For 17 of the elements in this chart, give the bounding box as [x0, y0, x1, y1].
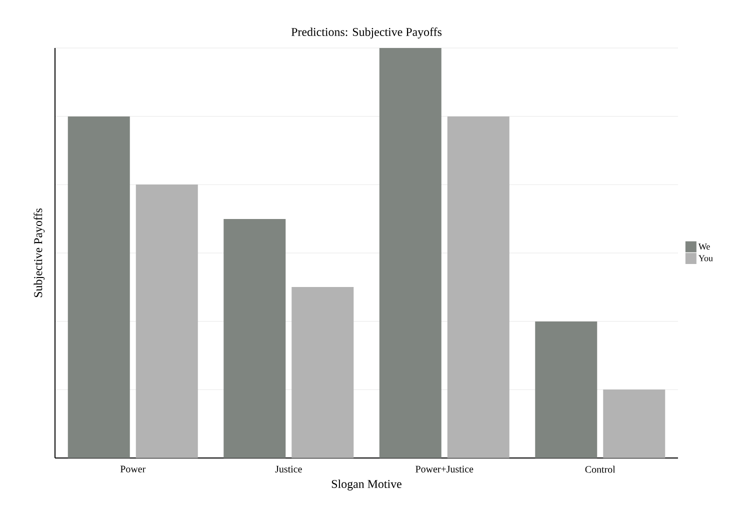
legend-label: We	[698, 244, 710, 250]
bar	[224, 218, 286, 458]
bar	[379, 48, 442, 458]
bar	[136, 184, 198, 458]
x-tick-label: Control	[585, 466, 616, 473]
bar	[68, 116, 130, 458]
bar	[603, 390, 666, 458]
bar	[535, 321, 598, 458]
bar	[447, 116, 510, 458]
x-tick-label: Power	[120, 466, 146, 472]
x-tick-label: Power+Justice	[416, 466, 474, 472]
bar	[292, 287, 354, 458]
x-axis-title: Slogan Motive	[332, 480, 402, 490]
chart-title: Predictions: Subjective Payoffs	[291, 27, 442, 38]
x-tick-label: Justice	[275, 466, 302, 472]
y-axis-title: Subjective Payoffs	[34, 208, 45, 298]
legend-label: You	[698, 255, 713, 262]
